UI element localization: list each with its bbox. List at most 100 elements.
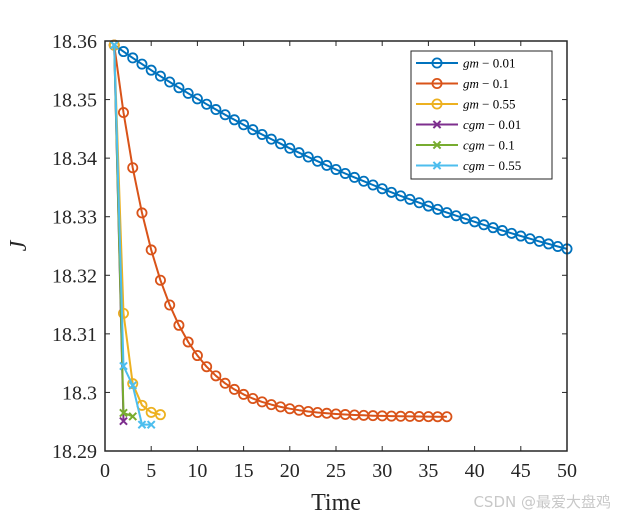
legend-item: gm − 0.01 [416, 56, 515, 71]
x-tick-label: 45 [511, 460, 531, 482]
legend-label: cgm − 0.1 [463, 138, 515, 153]
data-point [128, 381, 138, 390]
y-tick-label: 18.31 [52, 324, 97, 346]
data-point [247, 124, 259, 136]
data-point [117, 46, 129, 58]
data-point [228, 114, 240, 126]
data-point [376, 183, 388, 195]
series-gm-0.01 [108, 39, 573, 255]
legend-label: gm − 0.01 [463, 56, 515, 71]
data-point [173, 319, 185, 331]
data-point [404, 193, 416, 205]
legend-marker [432, 161, 442, 170]
data-point [247, 393, 259, 405]
data-point [312, 155, 324, 167]
x-axis-title: Time [311, 490, 361, 516]
data-point [119, 361, 128, 371]
data-point [127, 162, 139, 174]
legend-item: gm − 0.1 [416, 76, 509, 91]
data-point [154, 274, 166, 286]
data-point [339, 167, 351, 179]
data-point [191, 93, 203, 105]
x-tick-label: 50 [557, 460, 577, 482]
series-cgm-0.55 [109, 40, 156, 429]
data-point [219, 109, 231, 121]
legend-box [410, 50, 553, 180]
data-point [136, 58, 148, 70]
data-point [137, 420, 147, 429]
legend-item: cgm − 0.55 [416, 158, 521, 173]
data-point [238, 119, 250, 131]
data-point [348, 171, 360, 183]
data-point [164, 76, 176, 88]
x-tick-label: 15 [234, 460, 254, 482]
series-line [113, 45, 152, 426]
data-point [109, 40, 119, 50]
data-point [182, 87, 194, 99]
data-point [284, 142, 296, 154]
legend-item: cgm − 0.01 [416, 117, 521, 132]
data-point [385, 186, 397, 198]
x-tick-label: 40 [465, 460, 485, 482]
data-point [256, 128, 268, 140]
series-gm-0.1 [108, 39, 453, 423]
x-tick-label: 10 [187, 460, 207, 482]
data-point [219, 377, 231, 389]
series-layer [108, 39, 573, 429]
x-tick-label: 0 [100, 460, 110, 482]
data-point [459, 213, 471, 225]
data-point [136, 207, 148, 219]
data-point [302, 151, 314, 163]
series-line [113, 44, 447, 418]
data-point [173, 82, 185, 94]
data-point [145, 244, 157, 256]
data-point [117, 107, 129, 119]
data-point [128, 412, 138, 421]
y-tick-label: 18.34 [52, 148, 97, 170]
data-point [330, 163, 342, 175]
data-point [182, 336, 194, 348]
legend-label: cgm − 0.55 [463, 158, 521, 173]
x-tick-label: 35 [418, 460, 438, 482]
data-point [154, 409, 166, 421]
data-point [119, 408, 128, 418]
legend-label: gm − 0.1 [463, 76, 509, 91]
data-point [413, 197, 425, 209]
watermark: CSDN @最爱大盘鸡 [473, 493, 611, 511]
y-tick-label: 18.33 [52, 207, 97, 229]
data-point [450, 210, 462, 222]
y-tick-label: 18.29 [52, 441, 97, 463]
legend-marker [431, 57, 443, 69]
data-point [358, 175, 370, 187]
x-tick-label: 5 [146, 460, 156, 482]
y-tick-label: 18.36 [52, 31, 97, 53]
data-point [201, 98, 213, 110]
data-point [422, 200, 434, 212]
data-point [441, 411, 453, 423]
data-point [293, 147, 305, 159]
x-tick-label: 20 [280, 460, 300, 482]
data-point [367, 179, 379, 191]
data-point [469, 216, 481, 228]
data-point [146, 420, 156, 429]
data-point [321, 159, 333, 171]
data-point [117, 307, 129, 319]
legend: gm − 0.01 gm − 0.1 gm − 0.55 cgm − 0.01 cgm … [410, 50, 553, 180]
data-point [441, 207, 453, 219]
data-point [191, 350, 203, 362]
data-point [210, 370, 222, 382]
x-tick-label: 25 [326, 460, 346, 482]
data-point [228, 383, 240, 395]
y-tick-label: 18.3 [62, 382, 97, 404]
legend-label: cgm − 0.01 [463, 117, 521, 132]
legend-marker [431, 78, 443, 90]
series-line [113, 45, 161, 416]
x-tick-label: 30 [372, 460, 392, 482]
data-point [164, 299, 176, 311]
data-point [154, 70, 166, 82]
data-point [201, 361, 213, 373]
y-tick-label: 18.32 [52, 265, 97, 287]
data-point [145, 64, 157, 76]
legend-marker [432, 120, 442, 129]
